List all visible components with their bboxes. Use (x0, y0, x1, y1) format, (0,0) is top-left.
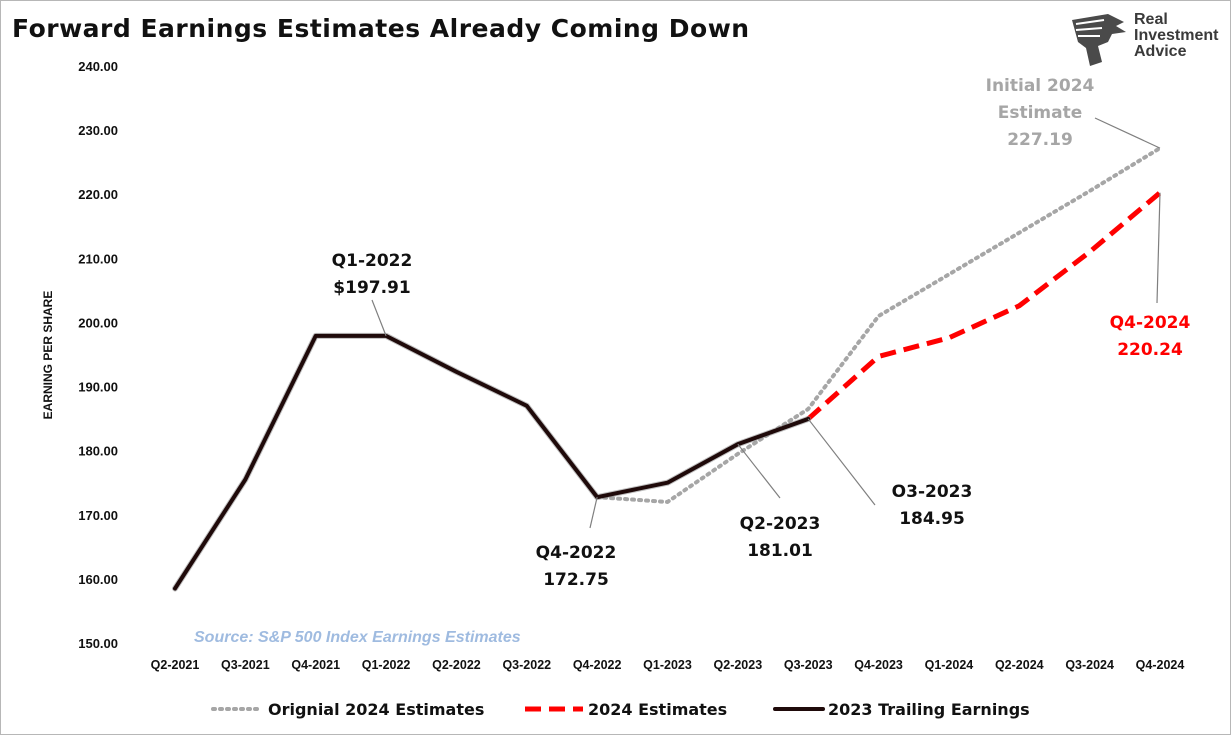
annotation-label: Q4-2024 (1110, 313, 1191, 333)
x-tick-label: Q1-2024 (925, 658, 974, 672)
series-line-shadow (172, 332, 812, 592)
x-tick-label: Q2-2024 (995, 658, 1044, 672)
y-tick-label: 220.00 (78, 187, 118, 202)
logo-line-3: Advice (1134, 43, 1187, 60)
series-line-solid (173, 333, 811, 591)
legend: Orignial 2024 Estimates 2024 Estimates 202… (211, 700, 1030, 719)
y-tick-label: 230.00 (78, 123, 118, 138)
legend-label: 2023 Trailing Earnings (828, 700, 1030, 719)
y-tick-label: 160.00 (78, 572, 118, 587)
x-tick-label: Q2-2023 (714, 658, 763, 672)
annotation-leader (807, 418, 876, 506)
eagle-logo-icon (1072, 14, 1126, 66)
legend-label: Orignial 2024 Estimates (268, 700, 484, 719)
series-lines (172, 146, 1162, 592)
x-tick-label: Q3-2022 (502, 658, 551, 672)
annotation-leader (737, 443, 781, 499)
y-tick-label: 150.00 (78, 636, 118, 651)
y-tick-label: 200.00 (78, 315, 118, 330)
annotation-label: $197.91 (333, 278, 410, 298)
annotation-label: 181.01 (747, 541, 813, 561)
x-tick-label: Q3-2021 (221, 658, 270, 672)
annotation-label: Q2-2023 (740, 514, 821, 534)
chart-title: Forward Earnings Estimates Already Comin… (12, 14, 750, 43)
y-tick-label: 240.00 (78, 59, 118, 74)
annotation-label: Initial 2024 (986, 76, 1095, 96)
legend-label: 2024 Estimates (588, 700, 727, 719)
y-tick-label: 210.00 (78, 251, 118, 266)
annotation-leader (1094, 117, 1161, 149)
x-tick-label: Q2-2021 (151, 658, 200, 672)
annotation-label: 184.95 (899, 509, 965, 529)
x-tick-label: Q4-2023 (854, 658, 903, 672)
series-line-dashed (806, 190, 1162, 421)
source-note: Source: S&P 500 Index Earnings Estimates (194, 629, 521, 646)
y-axis-label: EARNING PER SHARE (41, 291, 55, 420)
logo-text: Real Investment Advice (1134, 12, 1218, 60)
x-tick-label: Q4-2024 (1136, 658, 1185, 672)
y-tick-label: 180.00 (78, 444, 118, 459)
x-tick-label: Q1-2023 (643, 658, 692, 672)
y-tick-label: 190.00 (78, 380, 118, 395)
annotation-label: 220.24 (1117, 340, 1183, 360)
annotation-leader (371, 299, 387, 337)
annotation-leader (589, 497, 598, 529)
logo-line-1: Real (1134, 11, 1168, 28)
annotation-label: 227.19 (1007, 130, 1073, 150)
y-tick-label: 170.00 (78, 508, 118, 523)
annotation-label: Q4-2022 (536, 543, 617, 563)
x-tick-label: Q4-2022 (573, 658, 622, 672)
annotation-label: Q1-2022 (332, 251, 413, 271)
annotations: Q1-2022 $197.91 Q4-2022 172.75 Q2-2023 181.01… (332, 76, 1191, 590)
series-line-dotted (595, 146, 1162, 504)
x-tick-label: Q1-2022 (362, 658, 411, 672)
x-tick-label: Q2-2022 (432, 658, 481, 672)
x-tick-label: Q3-2024 (1065, 658, 1114, 672)
logo: Real Investment Advice (1068, 12, 1228, 72)
logo-line-2: Investment (1134, 27, 1219, 44)
annotation-label: 172.75 (543, 570, 609, 590)
annotation-label: Estimate (998, 103, 1083, 123)
x-tick-label: Q3-2023 (784, 658, 833, 672)
annotation-leader (1156, 192, 1161, 304)
axes: 150.00 160.00 170.00 180.00 190.00 200.00 210.… (41, 59, 1184, 672)
annotation-label: O3-2023 (892, 482, 973, 502)
x-tick-label: Q4-2021 (291, 658, 340, 672)
